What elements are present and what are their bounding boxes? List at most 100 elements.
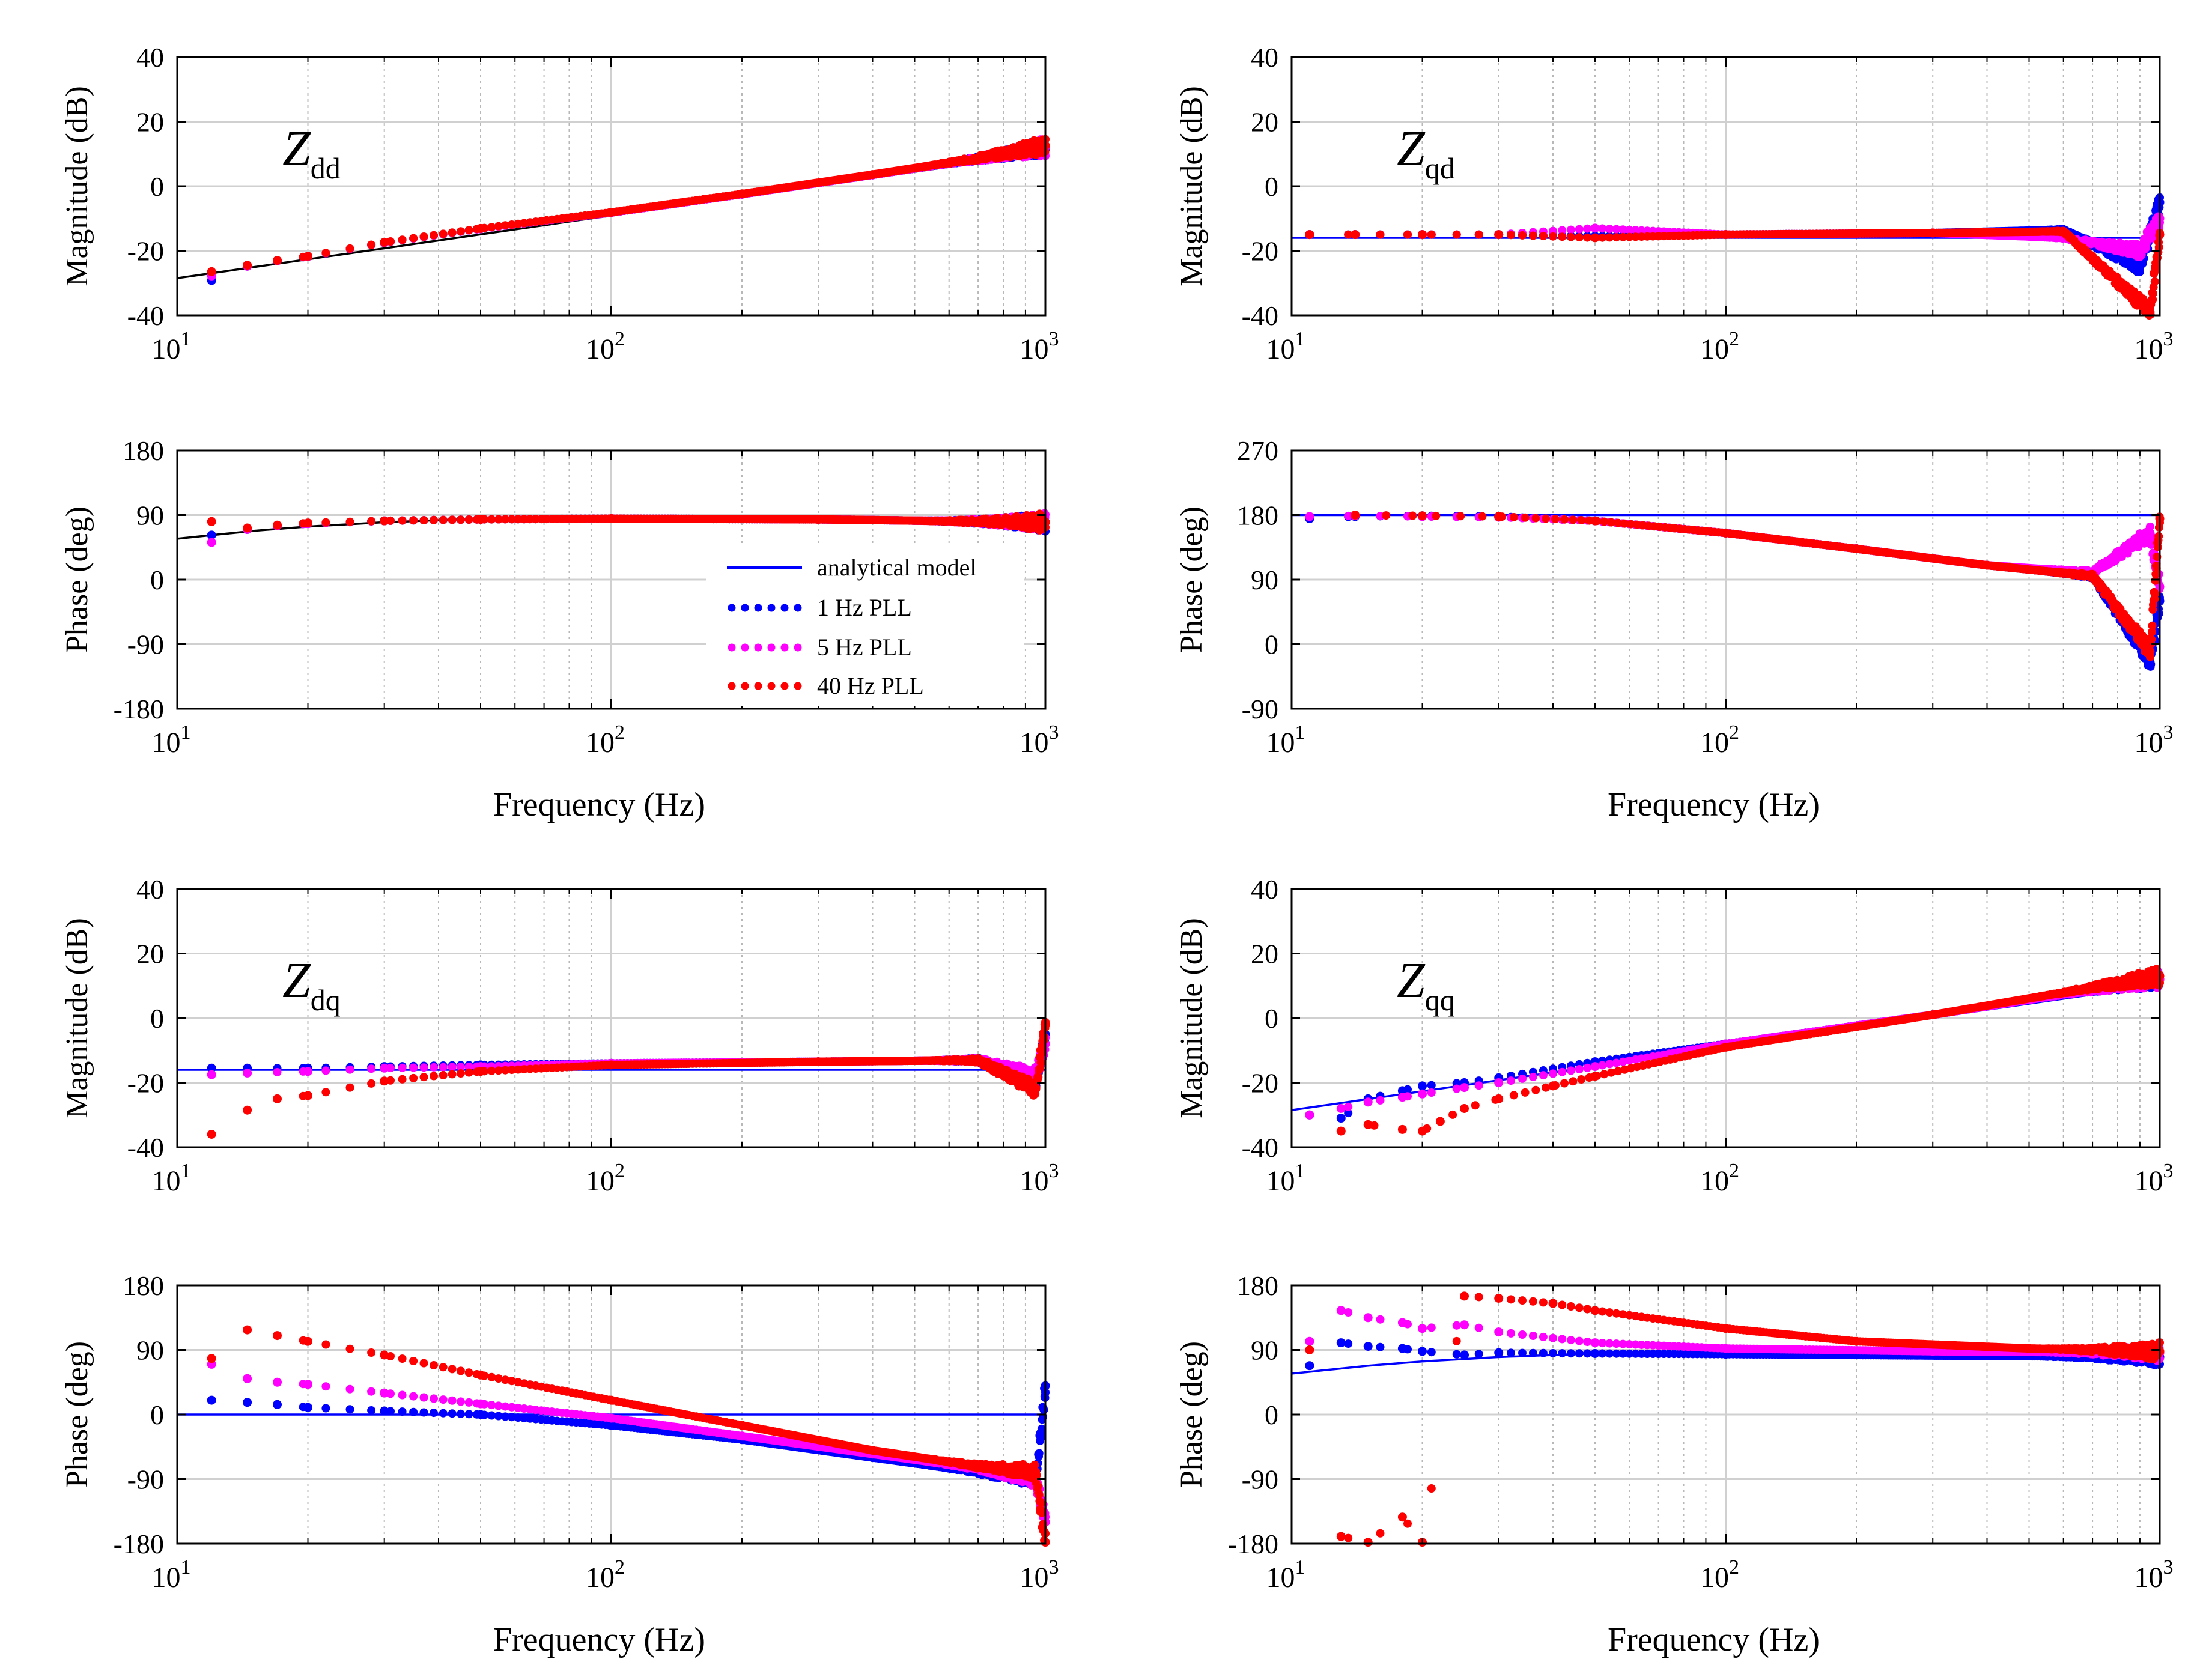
x-tick-label: 103 [1020,721,1059,759]
x-tick-label: 101 [152,328,191,365]
data-point [1549,232,1557,241]
data-point [409,516,418,525]
data-point [1721,230,1730,240]
data-point [1474,230,1483,239]
data-point [321,249,330,258]
x-tick-label: 102 [586,328,625,365]
data-point [207,517,216,526]
data-point [1558,232,1567,241]
data-point [2135,262,2145,271]
y-tick-label: 0 [150,565,164,595]
y-tick-label: -40 [1242,300,1278,331]
data-point [207,267,216,276]
x-tick-exponent: 2 [1729,328,1739,350]
y-axis-label: Magnitude (dB) [60,86,94,287]
data-point [1539,232,1548,241]
x-tick-exponent: 3 [1049,721,1059,744]
data-point [321,518,330,527]
y-tick-label: 20 [1251,107,1278,138]
data-point [607,514,616,523]
data-point [2135,246,2145,255]
panel-title-subscript: dd [311,151,341,185]
data-point [1575,233,1584,242]
x-tick-label: 102 [1700,328,1739,365]
x-tick-exponent: 1 [181,328,191,350]
major-grid [177,57,1045,315]
data-point [1305,230,1314,240]
data-point [476,223,485,233]
y-tick-label: 180 [123,435,164,466]
x-tick-exponent: 3 [1049,328,1059,350]
minor-grid [307,57,1026,315]
data-point [419,516,428,525]
panel-title-subscript: qd [1425,151,1455,185]
y-tick-label: -180 [114,694,164,724]
data-point [1427,230,1436,239]
data-point [430,515,438,524]
data-point [1583,233,1592,242]
data-point [868,170,877,180]
data-point [456,227,465,236]
data-point [419,232,428,241]
data-point [398,516,407,525]
data-point [1494,230,1504,240]
x-tick-exponent: 2 [615,328,625,350]
x-tick-exponent: 3 [2163,328,2174,350]
x-tick-label: 101 [152,721,191,759]
data-point [303,518,312,528]
data-point [1452,230,1461,239]
data-point [448,515,457,524]
y-tick-label: -20 [127,236,164,267]
data-point [2150,277,2159,286]
x-tick-label: 103 [2135,328,2174,365]
data-point [1590,233,1600,243]
y-tick-label: 20 [136,107,164,138]
data-point [380,238,389,247]
data-point [430,231,438,240]
x-tick-label: 101 [1266,328,1305,365]
data-point [380,516,389,526]
data-point [1418,230,1427,240]
y-tick-label: 90 [136,500,164,531]
data-point [345,244,354,253]
x-tick-exponent: 1 [181,721,191,744]
y-tick-label: -90 [127,629,164,660]
data-point [813,515,823,524]
data-point [1566,232,1575,241]
data-point [303,252,312,261]
data-point [439,229,448,238]
data-point [476,515,485,524]
data-point [1507,231,1515,240]
data-point [1583,224,1592,233]
data-point [207,538,216,547]
y-tick-label: 0 [1265,171,1278,202]
data-point [448,228,457,237]
y-axis-label: Magnitude (dB) [1174,86,1209,287]
data-point [464,226,473,235]
data-point [273,256,282,265]
data-point [398,235,407,244]
data-point [1566,225,1575,234]
data-point [1351,230,1360,240]
y-tick-label: -20 [1242,236,1278,267]
data-point [973,153,983,163]
y-tick-label: 0 [150,171,164,202]
data-point [456,515,465,524]
data-point [439,515,448,524]
y-axis-label: Phase (deg) [60,506,94,653]
x-tick-exponent: 2 [615,721,625,744]
data-point [1928,228,1937,238]
data-point [367,517,376,526]
data-point [1590,223,1600,233]
x-axis-label: Frequency (Hz) [493,786,705,823]
x-tick-exponent: 1 [1295,328,1305,350]
data-point [1528,231,1537,240]
data-point [1376,230,1385,239]
y-tick-label: 40 [1251,42,1278,73]
data-point [737,189,747,199]
data-point [243,523,252,533]
